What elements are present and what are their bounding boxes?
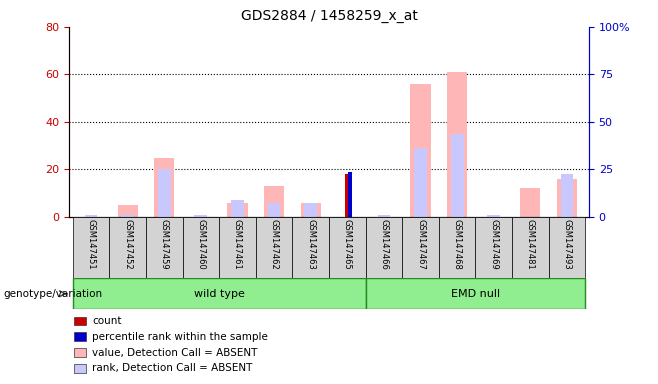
Bar [345, 174, 349, 217]
Text: genotype/variation: genotype/variation [3, 289, 103, 299]
Bar [195, 215, 207, 217]
Bar [158, 169, 170, 217]
Bar [231, 200, 244, 217]
Bar [414, 148, 427, 217]
Bar [256, 217, 292, 278]
Bar [561, 174, 573, 217]
Text: percentile rank within the sample: percentile rank within the sample [93, 332, 268, 342]
Text: rank, Detection Call = ABSENT: rank, Detection Call = ABSENT [93, 363, 253, 373]
Bar [109, 217, 146, 278]
Bar [488, 215, 500, 217]
Bar [476, 217, 512, 278]
Bar [74, 364, 86, 373]
Bar [366, 278, 585, 309]
Bar [74, 348, 86, 357]
Bar [85, 215, 97, 217]
Text: GSM147469: GSM147469 [490, 219, 498, 270]
Bar [549, 217, 585, 278]
Text: GSM147466: GSM147466 [380, 219, 388, 270]
Bar [292, 217, 329, 278]
Title: GDS2884 / 1458259_x_at: GDS2884 / 1458259_x_at [241, 9, 417, 23]
Bar [118, 205, 138, 217]
Bar [378, 215, 390, 217]
Text: value, Detection Call = ABSENT: value, Detection Call = ABSENT [93, 348, 258, 358]
Bar [219, 217, 256, 278]
Bar [74, 316, 86, 325]
Bar [520, 189, 540, 217]
Text: GSM147493: GSM147493 [563, 219, 571, 270]
Bar [73, 217, 109, 278]
Bar [451, 134, 463, 217]
Bar [447, 72, 467, 217]
Bar [154, 157, 174, 217]
Bar [439, 217, 476, 278]
Bar [301, 203, 320, 217]
Bar [228, 203, 247, 217]
Bar [73, 278, 366, 309]
Text: GSM147459: GSM147459 [160, 219, 168, 270]
Bar [512, 217, 549, 278]
Bar [304, 203, 317, 217]
Bar [411, 84, 430, 217]
Bar [329, 217, 366, 278]
Text: EMD null: EMD null [451, 289, 500, 299]
Bar [74, 333, 86, 341]
Text: GSM147481: GSM147481 [526, 219, 535, 270]
Bar [268, 203, 280, 217]
Text: GSM147461: GSM147461 [233, 219, 242, 270]
Text: wild type: wild type [193, 289, 245, 299]
Bar [121, 215, 134, 217]
Bar [146, 217, 182, 278]
Text: GSM147463: GSM147463 [306, 219, 315, 270]
Text: count: count [93, 316, 122, 326]
Text: GSM147462: GSM147462 [270, 219, 278, 270]
Text: GSM147452: GSM147452 [123, 219, 132, 270]
Bar [366, 217, 402, 278]
Text: GSM147460: GSM147460 [196, 219, 205, 270]
Text: GSM147467: GSM147467 [416, 219, 425, 270]
Text: GSM147465: GSM147465 [343, 219, 352, 270]
Text: GSM147468: GSM147468 [453, 219, 462, 270]
Bar [348, 172, 351, 217]
Bar [402, 217, 439, 278]
Bar [182, 217, 219, 278]
Bar [557, 179, 577, 217]
Text: GSM147451: GSM147451 [87, 219, 95, 270]
Bar [264, 186, 284, 217]
